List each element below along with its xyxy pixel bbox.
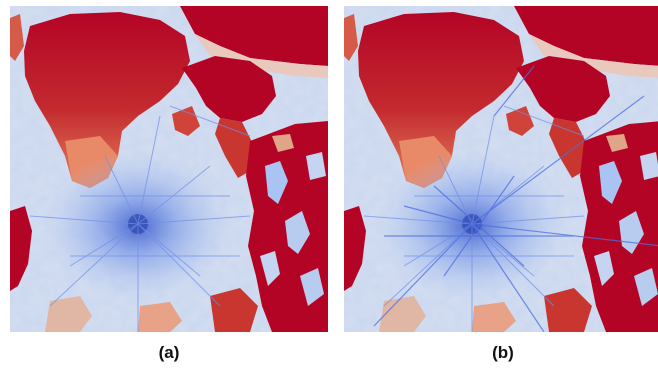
panel-label-a: (a): [158, 343, 180, 362]
panel-label-b: (b): [492, 343, 514, 362]
heatmap-a: [10, 6, 328, 332]
heatmap-b: [344, 6, 658, 332]
map-panel-b: [344, 6, 658, 332]
map-panel-a: [10, 6, 328, 332]
